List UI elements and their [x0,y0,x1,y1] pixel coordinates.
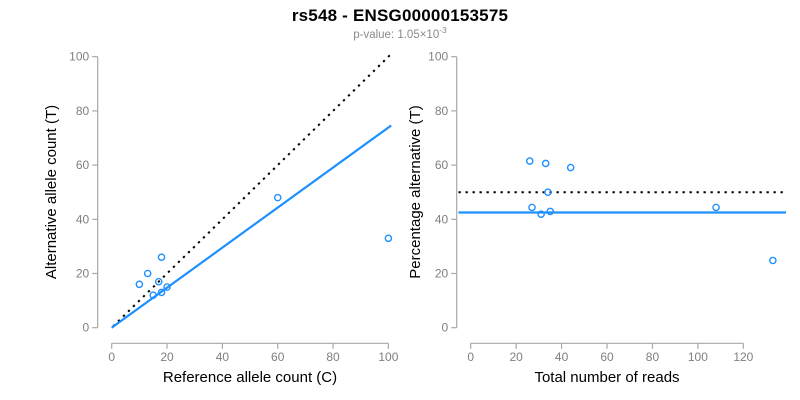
data-point [525,157,534,165]
y-tick-label: 60 [76,158,90,172]
y-tick-label: 100 [428,50,448,64]
fit-line [111,124,392,329]
y-axis-label: Percentage alternative (T) [407,105,424,278]
data-point [537,210,545,218]
data-point [566,163,575,172]
figure-subtitle: p-value: 1.05×10-3 [0,25,800,41]
x-tick-label: 120 [733,350,753,364]
data-point [143,269,152,278]
x-tick-label: 20 [509,350,523,364]
y-tick-label: 0 [83,321,90,335]
pvalue-exponent: -3 [439,25,447,35]
x-tick-label: 40 [555,350,569,364]
data-point [157,253,166,262]
y-tick-label: 60 [435,158,449,172]
y-tick-label: 40 [76,212,90,226]
y-tick-label: 100 [69,50,89,64]
data-point [528,203,536,212]
x-tick-label: 20 [160,350,174,364]
data-point [157,288,166,297]
panel-left: 0 20 40 60 80 100 0 20 40 60 80 100 Reference allele… [43,50,399,386]
data-point [273,193,282,202]
data-point [149,291,158,299]
x-tick-label: 0 [467,350,474,364]
x-tick-label: 60 [600,350,614,364]
data-point [712,203,720,212]
y-axis-label: Alternative allele count (T) [43,105,60,279]
y-tick-label: 20 [435,267,449,281]
identity-line [112,54,391,328]
x-tick-label: 60 [271,350,285,364]
y-tick-label: 80 [435,104,449,118]
x-axis-label: Reference allele count (C) [163,369,337,386]
y-tick-label: 20 [76,267,90,281]
x-tick-label: 0 [108,350,115,364]
data-point [135,280,144,289]
data-point [769,256,777,265]
x-tick-label: 80 [646,350,660,364]
data-point [546,207,555,216]
data-point [154,277,163,286]
y-tick-label: 0 [442,321,449,335]
x-tick-label: 100 [378,350,398,364]
y-tick-label: 40 [435,212,449,226]
data-point [384,234,393,243]
y-tick-label: 80 [76,104,90,118]
x-axis-label: Total number of reads [534,369,679,386]
data-point [541,159,550,168]
x-tick-label: 80 [326,350,340,364]
data-point [163,283,171,291]
data-point [544,188,552,196]
pvalue-text: p-value: 1.05×10 [353,28,440,41]
x-tick-label: 100 [688,350,708,364]
figure-title: rs548 - ENSG00000153575 [291,6,509,25]
x-tick-label: 40 [216,350,230,364]
panel-right: 0 20 40 60 80 100 120 0 20 40 60 80 100 Total number … [407,50,786,386]
